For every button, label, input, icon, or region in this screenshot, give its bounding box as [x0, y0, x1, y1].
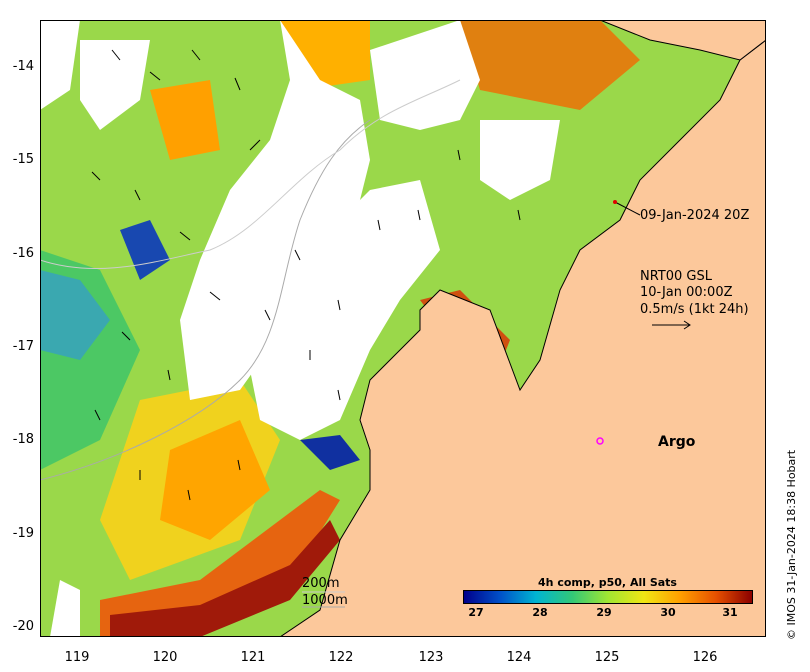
colorbar-title: 4h comp, p50, All Sats [538, 576, 677, 589]
sst-north-patch [150, 80, 220, 160]
map-border [40, 20, 766, 637]
cloud-mask-6 [480, 120, 560, 200]
isobath-200m [40, 79, 461, 270]
x-tick-label: 125 [594, 650, 620, 665]
cloud-mask-3 [80, 40, 150, 130]
colorbar-tick: 29 [596, 606, 612, 619]
current-source-label: NRT00 GSL [640, 269, 712, 284]
colorbar-tick: 31 [722, 606, 738, 619]
cloud-mask-4 [370, 20, 480, 130]
credit-label: © IMOS 31-Jan-2024 18:38 Hobart [785, 449, 798, 640]
sst-cold-spot-2 [120, 220, 170, 280]
x-tick-label: 123 [418, 650, 444, 665]
x-tick-label: 119 [64, 650, 90, 665]
colorbar-tick: 28 [532, 606, 548, 619]
y-tick-label: -18 [12, 432, 34, 447]
isobath-1000m [40, 119, 371, 481]
y-tick-label: -15 [12, 152, 34, 167]
y-tick-label: -19 [12, 526, 34, 541]
x-tick-label: 126 [692, 650, 718, 665]
sst-north-hot [460, 20, 640, 110]
sst-hottest-band [110, 520, 340, 637]
cloud-mask-7 [50, 580, 80, 637]
land-mass [279, 20, 766, 637]
colorbar-tick: 27 [468, 606, 484, 619]
y-tick-label: -20 [12, 619, 34, 634]
argo-marker [596, 437, 604, 445]
argo-label: Argo [658, 434, 696, 450]
current-vectors [91, 49, 521, 501]
x-tick-label: 124 [506, 650, 532, 665]
timestamp-point [613, 200, 617, 204]
isobath-200-label: 200m [302, 576, 340, 591]
colorbar [463, 590, 753, 604]
isobath-1000-label: 1000m [302, 593, 348, 608]
y-tick-label: -14 [12, 59, 34, 74]
scale-label: 0.5m/s (1kt 24h) [640, 302, 749, 317]
x-tick-label: 122 [328, 650, 354, 665]
sst-hot-band [100, 490, 340, 637]
y-tick-label: -17 [12, 339, 34, 354]
x-tick-label: 120 [152, 650, 178, 665]
sst-warmer-mid [160, 420, 270, 540]
land-north [599, 20, 766, 61]
timestamp-label: 09-Jan-2024 20Z [640, 208, 750, 223]
sst-map [40, 20, 766, 637]
cloud-mask-2 [40, 20, 80, 110]
current-time-label: 10-Jan 00:00Z [640, 285, 733, 300]
sst-cool-patch [40, 270, 110, 360]
timestamp-leader [614, 201, 641, 216]
y-tick-label: -16 [12, 246, 34, 261]
sst-cold-spot [300, 435, 360, 470]
colorbar-tick: 30 [660, 606, 676, 619]
x-tick-label: 121 [240, 650, 266, 665]
scale-arrow-head [683, 320, 691, 330]
